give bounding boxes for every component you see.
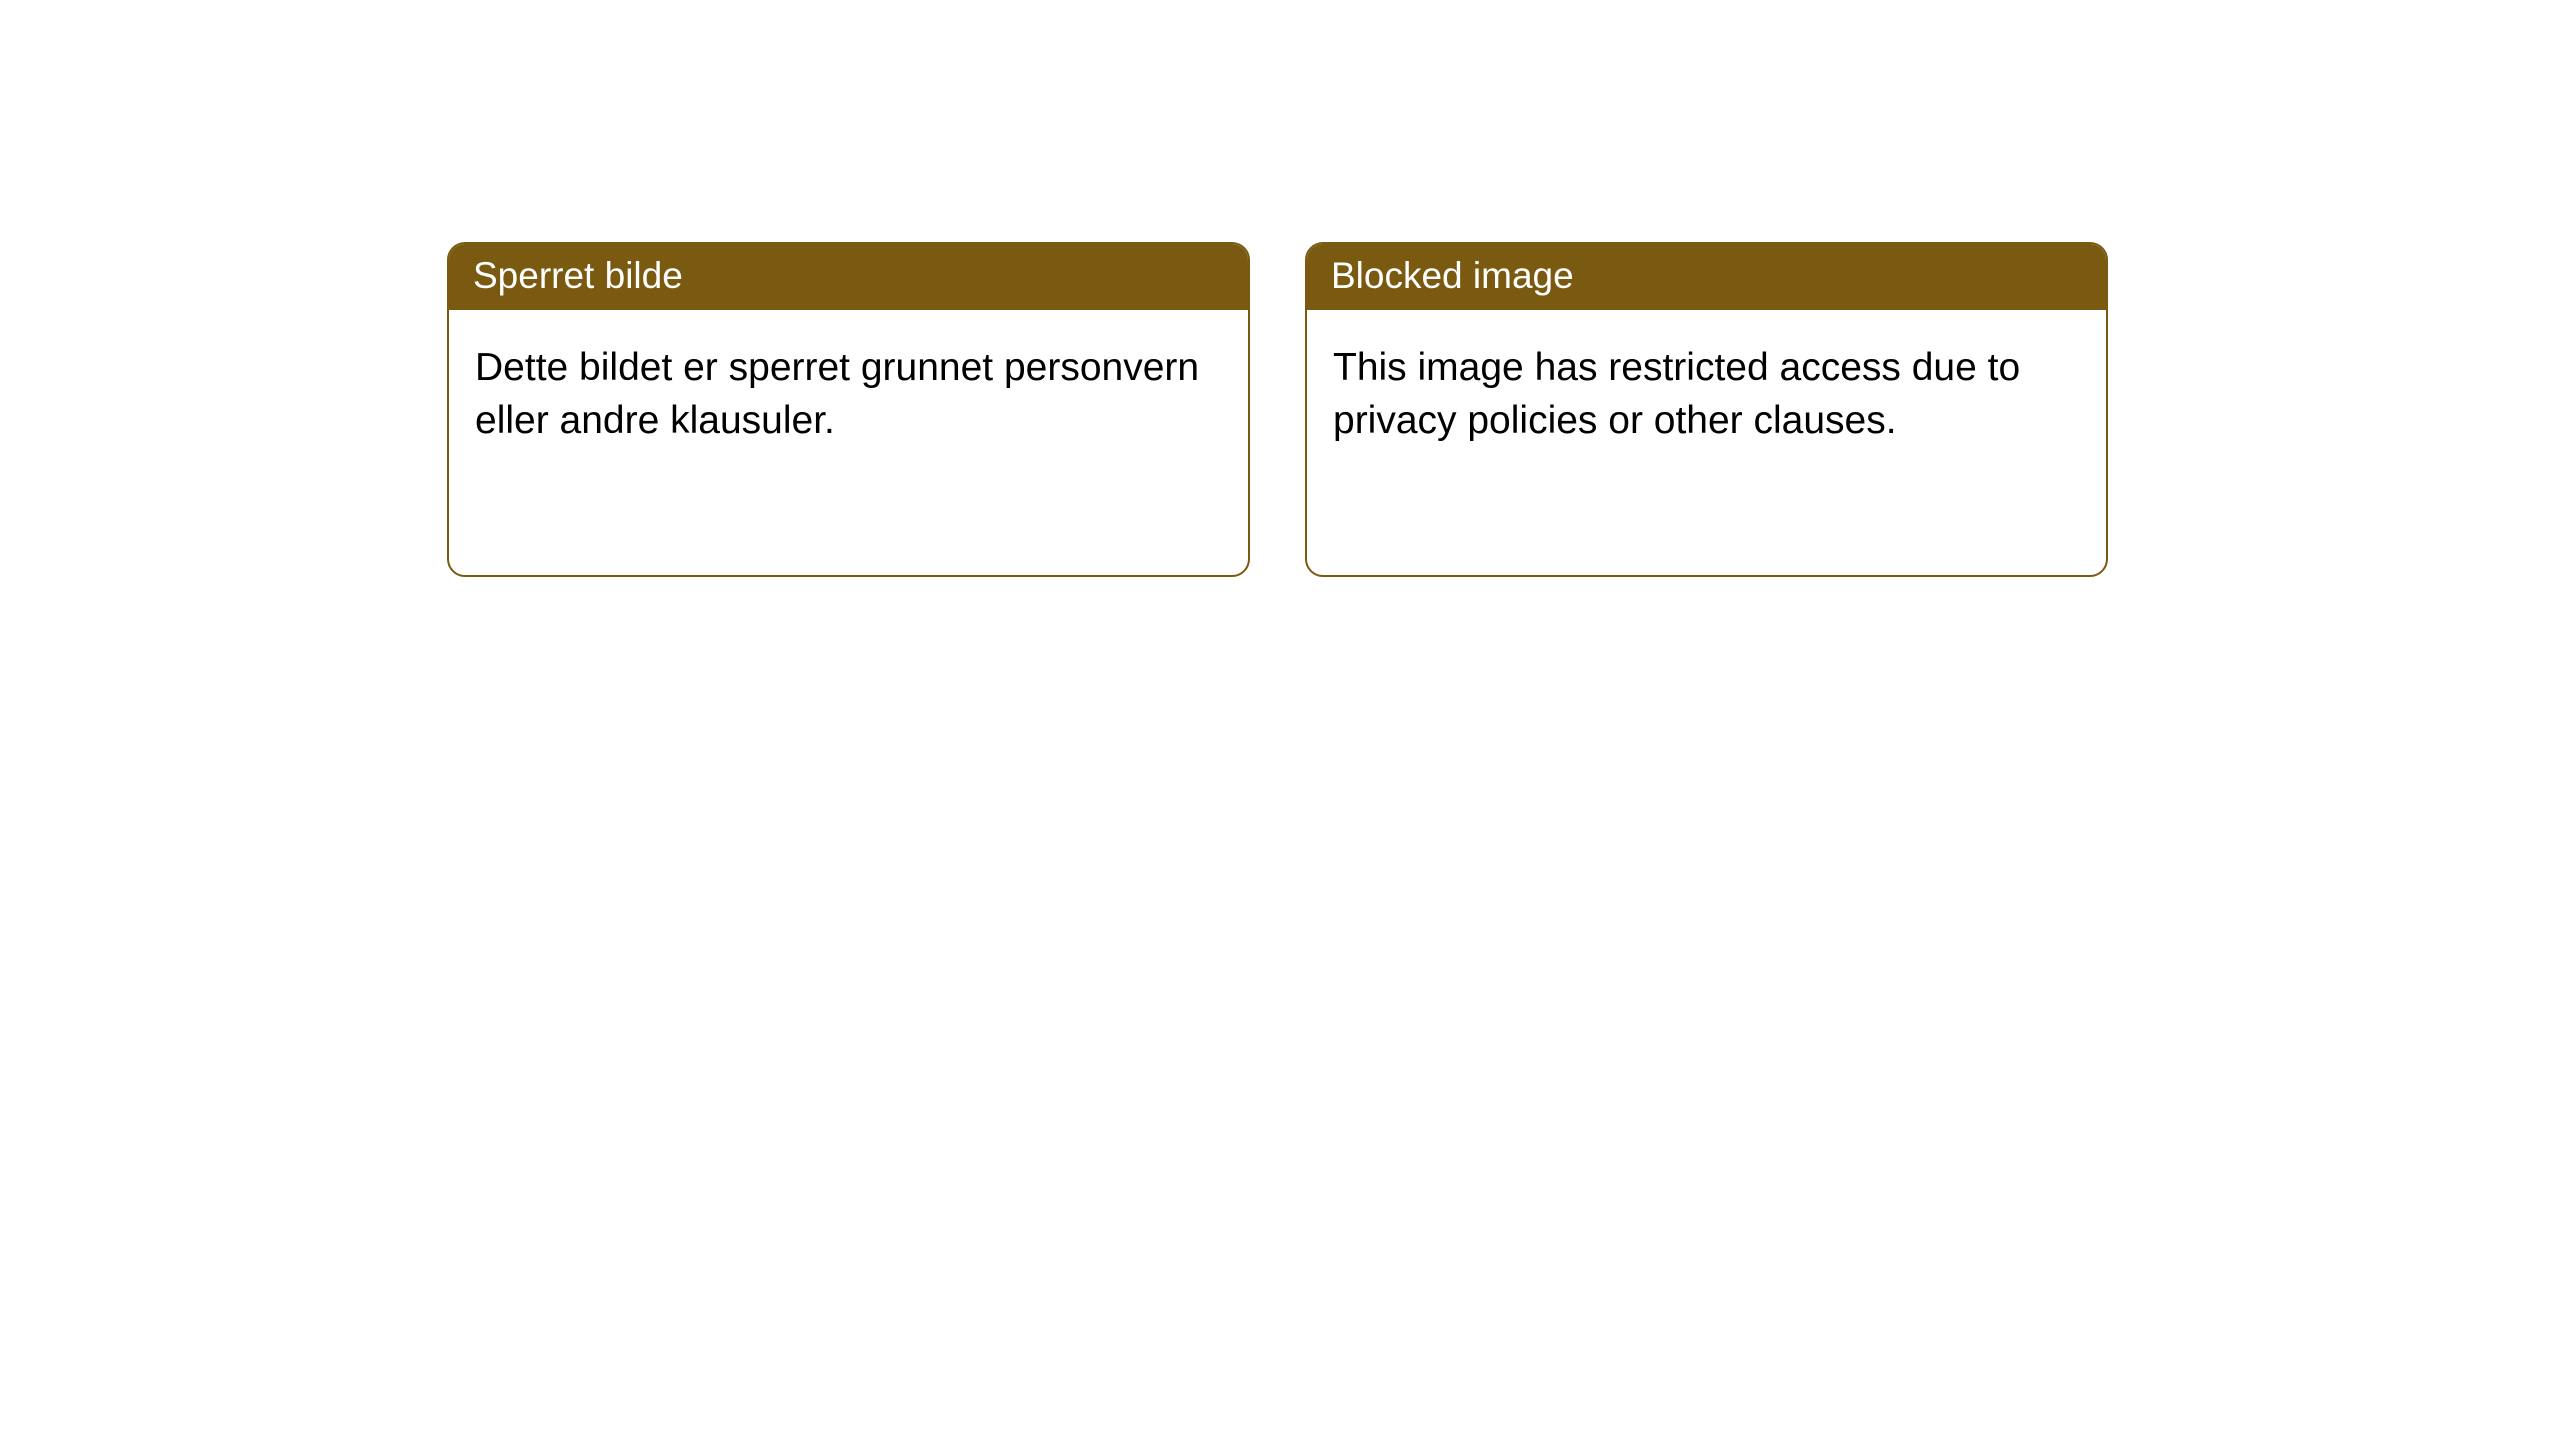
notice-body-norwegian: Dette bildet er sperret grunnet personve…: [449, 310, 1248, 479]
notice-container: Sperret bilde Dette bildet er sperret gr…: [447, 242, 2108, 577]
notice-body-english: This image has restricted access due to …: [1307, 310, 2106, 479]
notice-title-norwegian: Sperret bilde: [449, 244, 1248, 310]
notice-card-norwegian: Sperret bilde Dette bildet er sperret gr…: [447, 242, 1250, 577]
notice-title-english: Blocked image: [1307, 244, 2106, 310]
notice-card-english: Blocked image This image has restricted …: [1305, 242, 2108, 577]
